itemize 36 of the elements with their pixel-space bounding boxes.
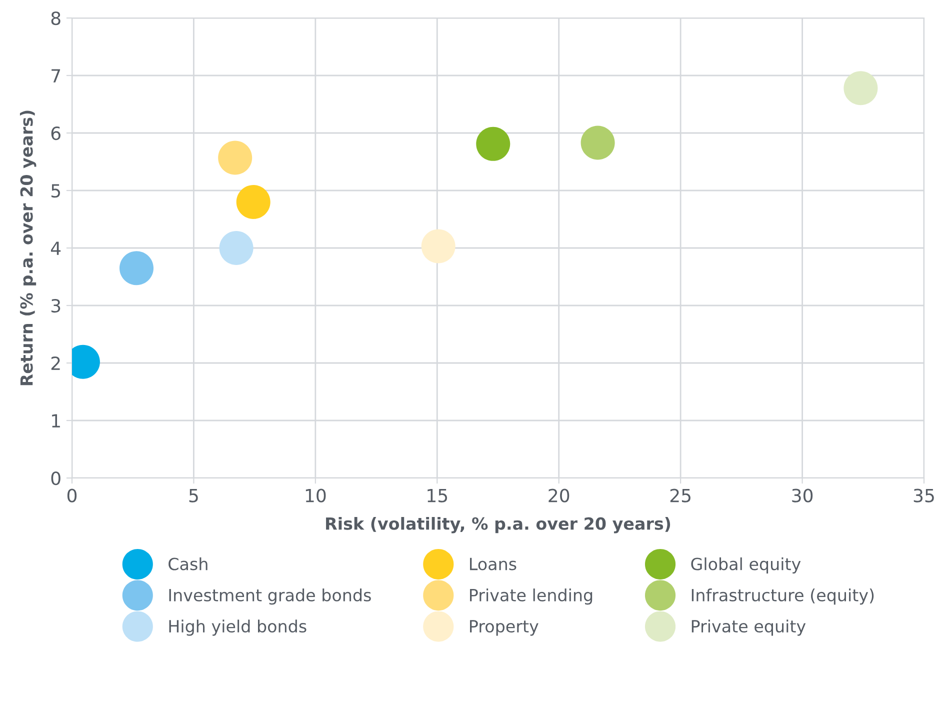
x-tick-label: 5 (189, 488, 198, 502)
x-tick-label: 15 (428, 488, 448, 502)
legend-label: Property (470, 620, 538, 636)
x-tick-label: 10 (306, 488, 326, 502)
y-axis-title: Return (% p.a. over 20 years) (20, 110, 36, 386)
y-tick-label: 1 (52, 414, 60, 428)
point (580, 126, 615, 160)
x-tick-label: 0 (67, 488, 77, 502)
point (219, 230, 254, 266)
y-tick-label: 0 (51, 471, 60, 486)
point (120, 251, 154, 286)
legend-label: Investment grade bonds (169, 588, 371, 605)
x-tick-label: 25 (670, 488, 690, 502)
point (236, 184, 270, 220)
legend-label: Global equity (691, 557, 801, 574)
point (844, 71, 878, 106)
point (476, 126, 510, 161)
y-tick-label: 2 (51, 356, 60, 370)
legend-label: Private lending (470, 588, 592, 605)
y-tick-label: 3 (51, 298, 60, 313)
legend-label: Cash (168, 557, 208, 570)
x-tick-label: 20 (548, 488, 570, 502)
point (218, 140, 252, 175)
y-tick-label: 4 (50, 242, 61, 255)
point (421, 229, 456, 264)
y-tick-label: 6 (51, 126, 60, 140)
legend-label: Private equity (692, 620, 806, 636)
x-tick-label: 30 (792, 488, 813, 502)
y-tick-label: 8 (51, 11, 60, 26)
x-tick-label: 35 (914, 488, 934, 502)
legend-label: Loans (470, 558, 516, 570)
legend-label: Infrastructure (equity) (692, 588, 874, 605)
y-tick-label: 7 (52, 69, 60, 82)
legend-label: High yield bonds (169, 620, 306, 636)
x-axis-title: Risk (volatility, % p.a. over 20 years) (326, 517, 670, 534)
y-tick-label: 5 (51, 184, 60, 198)
